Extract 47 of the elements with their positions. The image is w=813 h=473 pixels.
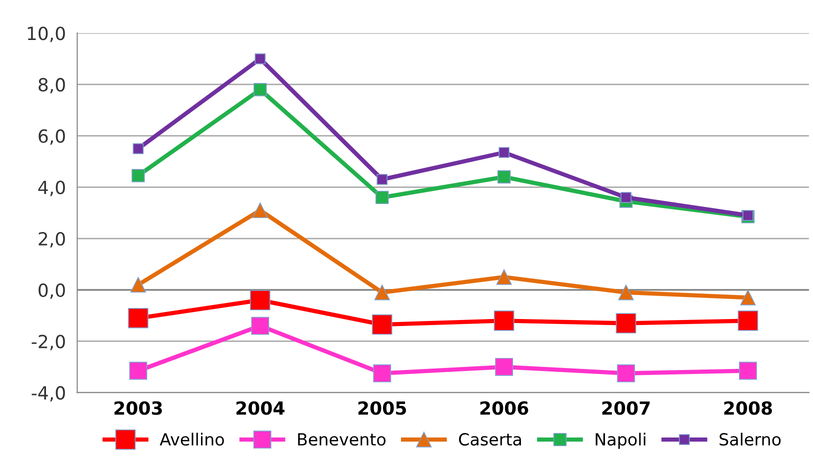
y-tick-label: -2,0 xyxy=(32,334,65,350)
point xyxy=(128,308,148,328)
x-tick-label: 2007 xyxy=(602,401,650,415)
point xyxy=(374,284,390,300)
y-tick-label: 6,0 xyxy=(38,129,65,145)
point xyxy=(254,53,266,64)
point xyxy=(617,364,635,382)
point xyxy=(254,83,267,96)
point xyxy=(497,170,511,184)
legend-label: Salerno xyxy=(720,432,781,446)
point xyxy=(376,174,388,185)
point xyxy=(618,284,634,300)
legend-label: Caserta xyxy=(459,433,521,446)
point xyxy=(373,364,392,382)
y-tick-label: 4,0 xyxy=(38,180,65,196)
y-tick-label: 2,0 xyxy=(38,232,65,248)
point xyxy=(616,313,636,334)
point xyxy=(496,269,512,285)
point xyxy=(498,147,510,158)
point xyxy=(495,358,514,376)
point xyxy=(250,290,270,310)
point xyxy=(742,210,754,221)
point xyxy=(132,169,145,182)
y-tick-label: 0,0 xyxy=(38,283,65,299)
point xyxy=(129,362,148,380)
point xyxy=(739,362,757,380)
point xyxy=(252,202,268,218)
point xyxy=(132,143,144,154)
y-tick-label: 8,0 xyxy=(38,78,65,94)
point xyxy=(494,310,514,331)
x-tick-label: 2008 xyxy=(724,401,772,415)
x-tick-label: 2005 xyxy=(358,401,406,415)
legend-label: Benevento xyxy=(298,433,386,446)
point xyxy=(130,276,146,293)
point xyxy=(372,314,392,335)
point xyxy=(620,192,632,203)
legend-label: Avellino xyxy=(160,432,224,446)
x-tick-label: 2003 xyxy=(114,401,162,415)
x-tick-label: 2006 xyxy=(480,401,528,415)
point xyxy=(740,290,756,306)
legend-label: Napoli xyxy=(596,432,646,449)
point xyxy=(376,190,389,204)
y-tick-label: 10,0 xyxy=(28,26,65,42)
x-tick-label: 2004 xyxy=(236,401,284,415)
point xyxy=(738,310,758,331)
y-tick-label: -4,0 xyxy=(32,386,65,402)
point xyxy=(251,316,270,335)
